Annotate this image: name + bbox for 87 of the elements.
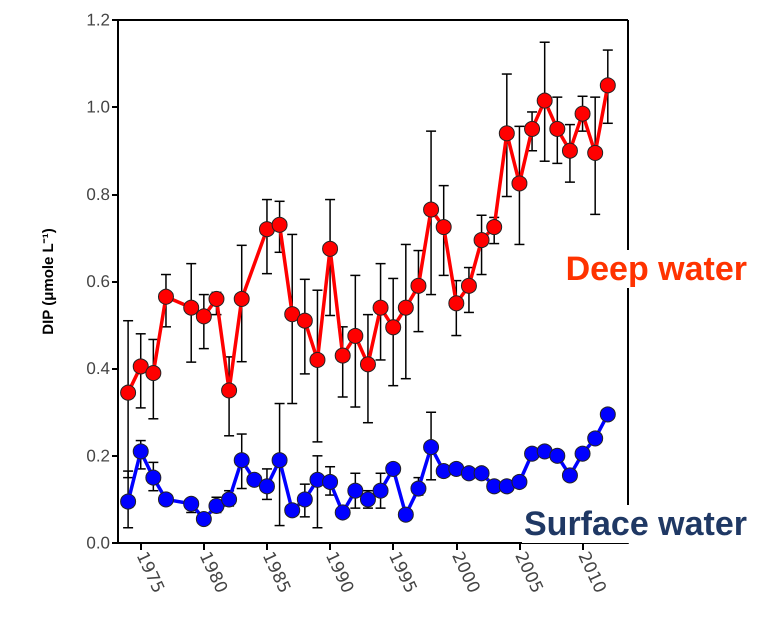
point bbox=[423, 439, 440, 456]
x-tick-label: 1980 bbox=[194, 548, 232, 596]
point bbox=[587, 430, 604, 446]
point bbox=[486, 219, 502, 236]
point bbox=[562, 142, 578, 159]
point bbox=[284, 306, 300, 322]
point bbox=[284, 502, 300, 518]
x-tick-label: 2010 bbox=[573, 548, 610, 596]
point bbox=[372, 482, 389, 499]
point bbox=[246, 472, 262, 488]
point bbox=[574, 106, 591, 122]
point bbox=[436, 219, 452, 236]
point bbox=[272, 452, 288, 468]
point bbox=[474, 465, 490, 482]
point bbox=[600, 406, 616, 422]
point bbox=[221, 382, 238, 398]
y-tick-label: 1.0 bbox=[86, 98, 110, 117]
x-tick-label: 1995 bbox=[384, 548, 421, 596]
point bbox=[309, 472, 326, 488]
point bbox=[423, 202, 440, 218]
point bbox=[385, 460, 402, 477]
y-tick-label: 0.0 bbox=[86, 534, 110, 552]
point bbox=[410, 278, 426, 294]
point bbox=[536, 443, 553, 460]
point bbox=[549, 120, 566, 137]
point bbox=[272, 216, 288, 233]
y-tick-label: 1.2 bbox=[86, 10, 110, 30]
point bbox=[498, 125, 515, 142]
point bbox=[158, 491, 174, 508]
point bbox=[347, 482, 364, 499]
point bbox=[258, 221, 275, 238]
point bbox=[322, 240, 338, 257]
x-tick-label: 2005 bbox=[510, 548, 547, 596]
point bbox=[360, 356, 376, 372]
x-tick-label: 1975 bbox=[132, 548, 168, 596]
point bbox=[334, 504, 351, 520]
point bbox=[524, 446, 540, 462]
x-tick-label: 1990 bbox=[321, 548, 358, 596]
series-label: Deep water bbox=[566, 250, 747, 288]
y-axis-title: DIP (μmole L⁻¹) bbox=[40, 228, 57, 335]
point bbox=[587, 144, 604, 161]
point bbox=[549, 448, 566, 464]
point bbox=[296, 312, 313, 329]
point bbox=[460, 278, 477, 294]
point bbox=[120, 494, 136, 510]
point bbox=[536, 92, 553, 109]
point bbox=[309, 352, 326, 368]
point bbox=[398, 506, 414, 523]
x-tick-label: 1985 bbox=[258, 548, 294, 596]
y-tick-label: 0.8 bbox=[86, 184, 110, 204]
point bbox=[448, 295, 464, 312]
point bbox=[524, 120, 540, 137]
point bbox=[196, 511, 212, 528]
point bbox=[511, 175, 528, 192]
point bbox=[562, 467, 578, 484]
point bbox=[183, 300, 200, 316]
point bbox=[234, 452, 250, 468]
point bbox=[322, 474, 338, 490]
y-tick-label: 0.6 bbox=[86, 272, 110, 291]
point bbox=[145, 365, 162, 382]
point bbox=[398, 300, 414, 316]
point bbox=[258, 478, 275, 494]
point bbox=[410, 480, 426, 497]
point bbox=[448, 460, 464, 477]
point bbox=[600, 77, 616, 94]
point bbox=[574, 446, 591, 462]
y-tick-label: 0.4 bbox=[86, 359, 110, 378]
point bbox=[436, 463, 452, 480]
point bbox=[145, 470, 162, 486]
point bbox=[196, 308, 212, 324]
point bbox=[132, 358, 149, 374]
point bbox=[372, 300, 389, 316]
point bbox=[234, 290, 250, 307]
series-label: Surface water bbox=[524, 505, 748, 543]
x-tick-label: 2000 bbox=[447, 548, 484, 596]
point bbox=[334, 348, 351, 364]
point bbox=[132, 443, 149, 460]
point bbox=[498, 478, 515, 494]
point bbox=[296, 491, 313, 508]
point bbox=[347, 328, 364, 344]
point bbox=[511, 474, 528, 490]
point bbox=[120, 384, 136, 401]
point bbox=[158, 288, 174, 305]
y-tick-label: 0.2 bbox=[86, 446, 110, 466]
point bbox=[183, 496, 200, 512]
point bbox=[474, 232, 490, 248]
point bbox=[385, 319, 402, 336]
